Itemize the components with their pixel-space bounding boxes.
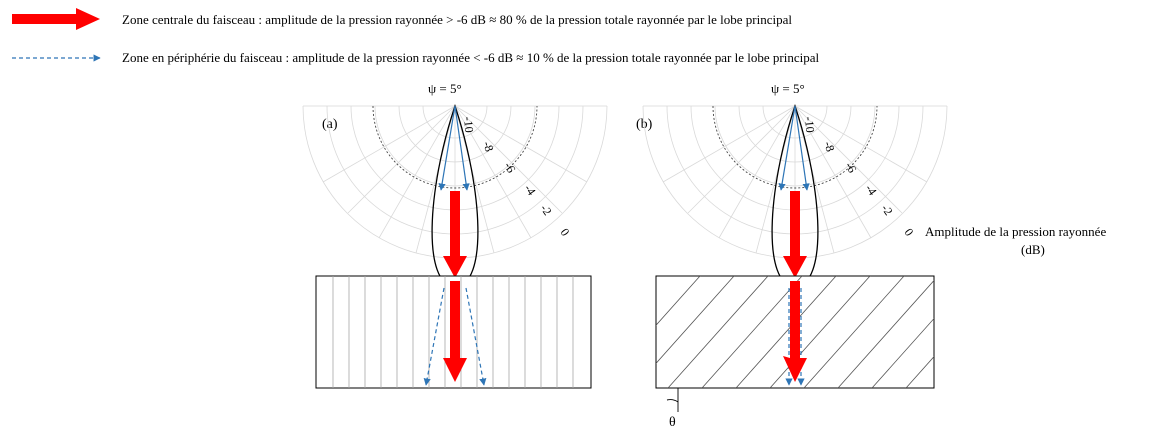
tick-label: -8	[821, 140, 837, 154]
amplitude-label-line1: Amplitude de la pression rayonnée	[925, 224, 1106, 239]
central-red-arrow-a	[443, 191, 467, 278]
central-red-arrow-b	[783, 191, 807, 278]
tick-label: -6	[842, 160, 859, 176]
tick-label: -10	[461, 116, 476, 133]
legend-central-text: Zone centrale du faisceau : amplitude de…	[122, 12, 792, 27]
lobe-edge-blue-left-a	[438, 105, 456, 191]
transmitted-red-arrow-a	[443, 281, 467, 382]
panel-label-a: (a)	[322, 117, 338, 132]
panel-b: ψ = 5° (b) -10 -8 -6 -4 -	[636, 81, 948, 430]
grain-lines-b	[656, 276, 934, 388]
lobe-edge-blue-right-a	[454, 105, 470, 191]
tick-label: -8	[480, 140, 496, 154]
legend-central: Zone centrale du faisceau : amplitude de…	[12, 8, 792, 30]
minus-6db-circle-b	[712, 105, 878, 189]
panel-a: ψ = 5° (a) -10 -8 -6 -4 -	[302, 81, 608, 389]
legend-periphery: Zone en périphérie du faisceau : amplitu…	[12, 50, 819, 65]
minus-6db-circle-a	[372, 105, 538, 189]
legend-periphery-text: Zone en périphérie du faisceau : amplitu…	[122, 50, 819, 65]
polar-grid-a	[302, 105, 608, 259]
lobe-edge-blue-right-b	[794, 105, 810, 191]
periphery-arrow-right-a	[465, 287, 487, 386]
legend-red-arrow-icon	[12, 8, 100, 30]
amplitude-label-line2: (dB)	[1021, 242, 1045, 257]
tick-label: -4	[863, 182, 880, 198]
amplitude-axis-label: Amplitude de la pression rayonnée (dB)	[925, 224, 1106, 257]
tick-label: -10	[802, 116, 817, 133]
transmitted-red-arrow-b	[783, 281, 807, 382]
tick-label: 0	[558, 226, 573, 239]
theta-angle-marker	[666, 388, 679, 412]
tick-label: -2	[538, 202, 555, 218]
tick-label: -6	[501, 160, 518, 176]
psi-label-b: ψ = 5°	[771, 81, 805, 96]
psi-label-a: ψ = 5°	[428, 81, 462, 96]
lobe-edge-blue-left-b	[778, 105, 796, 191]
theta-label: θ	[669, 415, 676, 430]
polar-ticks-b: -10 -8 -6 -4 -2 0	[802, 116, 916, 239]
tick-label: 0	[902, 226, 917, 239]
periphery-arrow-left-a	[423, 287, 445, 386]
grain-lines-a	[332, 276, 574, 388]
